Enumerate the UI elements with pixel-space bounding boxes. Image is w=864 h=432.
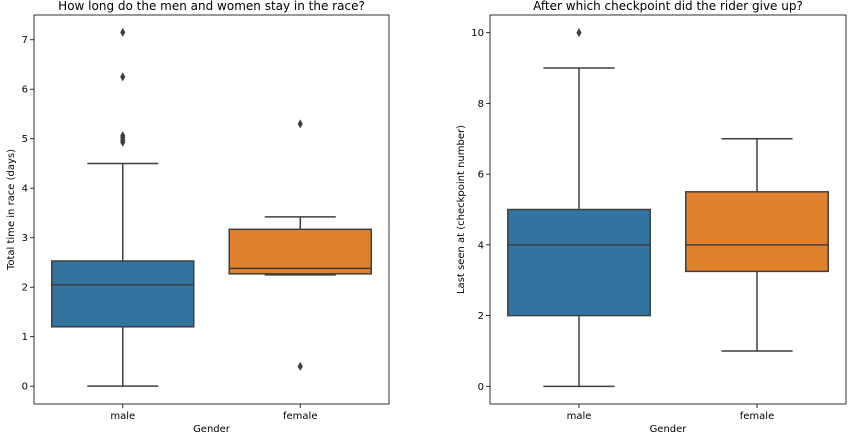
box-female xyxy=(685,138,829,352)
box-body xyxy=(685,191,829,273)
chart-title: How long do the men and women stay in th… xyxy=(58,0,365,13)
outlier-point xyxy=(297,119,303,129)
chart-panel-2: After which checkpoint did the rider giv… xyxy=(456,0,847,432)
y-axis-label: Total time in race (days) xyxy=(6,149,17,271)
outlier-point xyxy=(120,72,126,82)
y-tick-label: 2 xyxy=(22,283,28,294)
box-body xyxy=(228,228,372,275)
x-tick-label: male xyxy=(110,411,135,422)
outlier-point xyxy=(297,361,303,371)
box-male xyxy=(507,28,651,388)
y-tick-label: 0 xyxy=(22,382,28,393)
x-axis-label: Gender xyxy=(650,424,688,432)
y-tick-label: 0 xyxy=(478,382,484,393)
box-male xyxy=(51,27,195,387)
outlier-point xyxy=(576,28,582,38)
y-tick-label: 10 xyxy=(471,28,484,39)
chart-title: After which checkpoint did the rider giv… xyxy=(533,0,803,13)
outlier-point xyxy=(120,131,126,141)
box-body xyxy=(51,260,195,328)
y-tick-label: 4 xyxy=(22,184,28,195)
box-female xyxy=(228,119,372,371)
y-tick-label: 8 xyxy=(478,99,484,110)
x-tick-label: female xyxy=(740,411,774,422)
plot-frame xyxy=(33,14,390,405)
y-tick-label: 6 xyxy=(22,85,28,96)
y-axis-label: Last seen at (checkpoint number) xyxy=(456,125,467,294)
x-axis-label: Gender xyxy=(193,424,231,432)
y-tick-label: 2 xyxy=(478,311,484,322)
y-tick-label: 4 xyxy=(478,240,484,251)
chart-panel-1: How long do the men and women stay in th… xyxy=(6,0,390,432)
y-tick-label: 7 xyxy=(22,35,28,46)
y-tick-label: 1 xyxy=(22,332,28,343)
y-tick-label: 6 xyxy=(478,170,484,181)
y-tick-label: 3 xyxy=(22,233,28,244)
box-body xyxy=(507,208,651,317)
y-tick-label: 5 xyxy=(22,134,28,145)
x-tick-label: male xyxy=(567,411,592,422)
plot-frame xyxy=(489,14,847,405)
x-tick-label: female xyxy=(283,411,317,422)
outlier-point xyxy=(120,27,126,37)
